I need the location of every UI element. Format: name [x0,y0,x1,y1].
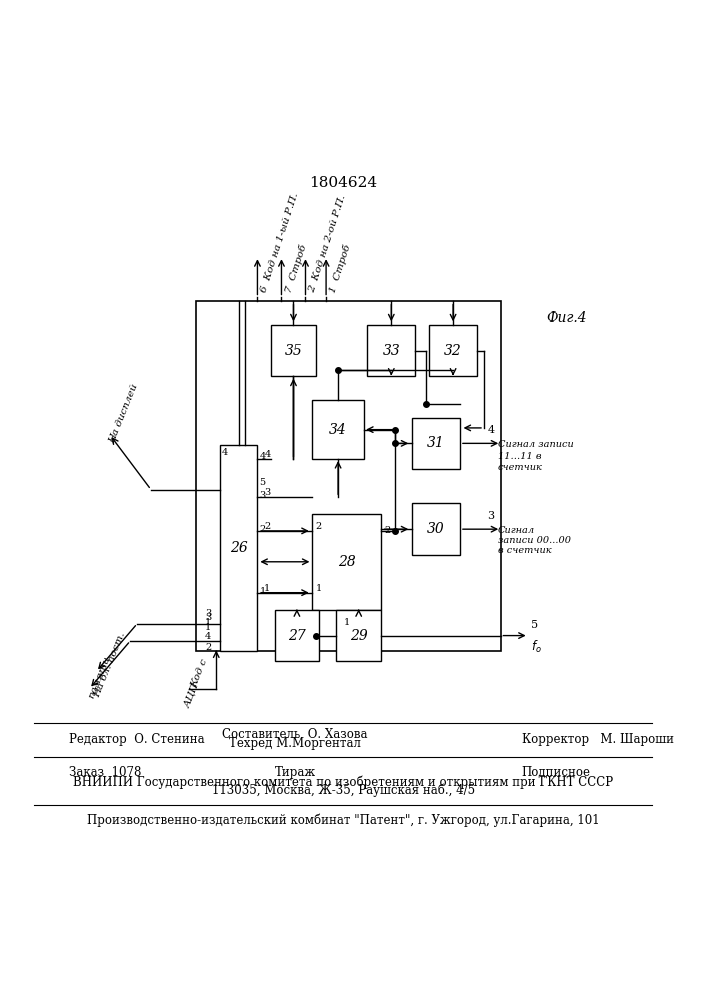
FancyBboxPatch shape [312,514,381,610]
Text: 6  Код на 1-ый Р.П.: 6 Код на 1-ый Р.П. [259,192,300,294]
Text: Техред М.Моргентал: Техред М.Моргентал [229,737,361,750]
Text: Производственно-издательский комбинат "Патент", г. Ужгород, ул.Гагарина, 101: Производственно-издательский комбинат "П… [87,814,600,827]
Text: 2: 2 [316,522,322,531]
Text: в счетчик: в счетчик [498,546,551,555]
Text: 2: 2 [259,525,266,534]
Text: На дисплей: На дисплей [107,383,139,445]
Text: АЦП: АЦП [183,682,201,709]
Text: 4: 4 [259,452,266,461]
Text: счетчик: счетчик [498,463,542,472]
Text: 27: 27 [288,629,306,643]
Text: 1: 1 [259,587,266,596]
Text: 2: 2 [205,643,211,652]
Text: 4: 4 [205,632,211,641]
Text: 3: 3 [259,491,266,500]
Text: Код с: Код с [189,658,209,689]
Text: 1: 1 [205,623,211,632]
Text: 3: 3 [205,613,211,622]
Text: $f_o$: $f_o$ [532,639,542,655]
Text: 26: 26 [230,541,247,555]
Text: 34: 34 [329,423,347,437]
Text: 3: 3 [264,488,271,497]
Text: памяти: памяти [87,654,112,699]
Text: 4: 4 [222,448,228,457]
Text: 4: 4 [264,450,271,459]
Text: 3: 3 [205,609,211,618]
Text: 1: 1 [344,618,350,627]
FancyBboxPatch shape [429,325,477,376]
FancyBboxPatch shape [412,503,460,555]
FancyBboxPatch shape [271,325,316,376]
Text: 1804624: 1804624 [309,176,378,190]
Text: 1: 1 [264,584,271,593]
FancyBboxPatch shape [367,325,415,376]
Text: Редактор  О. Стенина: Редактор О. Стенина [69,733,204,746]
Text: записи 00...00: записи 00...00 [498,536,571,545]
Text: ВНИИПИ Государственного комитета по изобретениям и открытиям при ГКНТ СССР: ВНИИПИ Государственного комитета по изоб… [74,775,613,789]
Text: 5: 5 [532,620,539,630]
Text: Корректор   М. Шароши: Корректор М. Шароши [522,733,674,746]
Text: 33: 33 [382,344,400,358]
Text: 2  Код на 2-ой Р.П.: 2 Код на 2-ой Р.П. [308,194,348,294]
Text: 32: 32 [444,344,462,358]
Text: 35: 35 [285,344,303,358]
FancyBboxPatch shape [312,400,364,459]
Text: Сигнал записи: Сигнал записи [498,440,573,449]
Text: 3: 3 [487,511,494,521]
Text: 5: 5 [259,478,266,487]
Text: 2: 2 [385,526,391,535]
FancyBboxPatch shape [337,610,381,661]
Text: Подписное: Подписное [522,766,591,779]
Text: 4: 4 [487,425,494,435]
Text: 29: 29 [350,629,368,643]
Text: На бл. пост.: На бл. пост. [93,630,127,698]
Text: 30: 30 [427,522,445,536]
FancyBboxPatch shape [220,445,257,651]
Text: Составитель  О. Хазова: Составитель О. Хазова [223,728,368,741]
Text: 1: 1 [316,584,322,593]
Text: 2: 2 [264,522,271,531]
Text: 113035, Москва, Ж-35, Раушская наб., 4/5: 113035, Москва, Ж-35, Раушская наб., 4/5 [211,784,475,797]
Text: 11…11 в: 11…11 в [498,452,542,461]
FancyBboxPatch shape [274,610,320,661]
Text: 28: 28 [338,555,356,569]
Text: 1  Строб: 1 Строб [328,243,353,294]
Text: Сигнал: Сигнал [498,526,534,535]
Text: Фиг.4: Фиг.4 [546,311,586,325]
Text: 1: 1 [205,618,211,627]
FancyBboxPatch shape [412,418,460,469]
Text: Тираж: Тираж [274,766,316,779]
Text: 31: 31 [427,436,445,450]
Text: 7  Строб: 7 Строб [284,243,308,294]
Text: Заказ  1078: Заказ 1078 [69,766,141,779]
